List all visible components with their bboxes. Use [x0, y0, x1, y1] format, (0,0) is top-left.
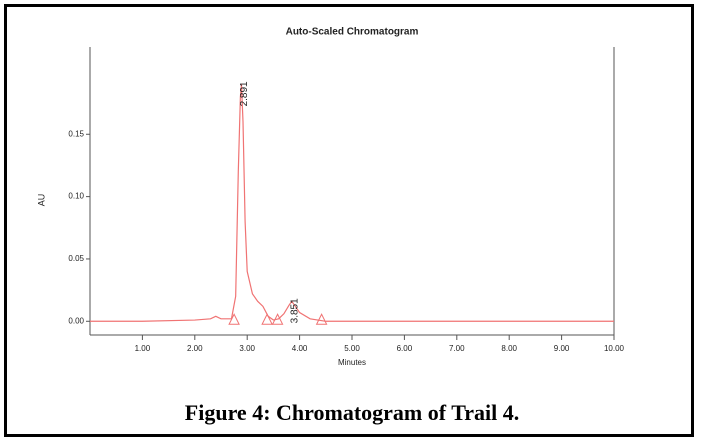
y-tick-label: 0.15 — [68, 129, 84, 138]
frame — [4, 4, 694, 437]
x-tick-label: 6.00 — [397, 344, 413, 353]
chart-title: Auto-Scaled Chromatogram — [286, 27, 419, 38]
peak-label: 2.891 — [239, 81, 250, 106]
x-tick-label: 8.00 — [501, 344, 517, 353]
integration-mark — [315, 313, 328, 325]
y-axis-label: AU — [36, 194, 46, 207]
x-axis-label: Minutes — [338, 358, 366, 367]
peak-label: 3.851 — [289, 298, 300, 323]
x-tick-label: 4.00 — [292, 344, 308, 353]
integration-mark — [261, 313, 273, 325]
y-tick-label: 0.00 — [68, 316, 84, 325]
integration-mark — [271, 313, 284, 325]
trace — [90, 84, 614, 322]
x-tick-label: 1.00 — [135, 344, 151, 353]
x-tick-label: 7.00 — [449, 344, 465, 353]
x-tick-label: 2.00 — [187, 344, 203, 353]
x-tick-label: 9.00 — [554, 344, 570, 353]
integration-mark — [228, 313, 240, 325]
x-tick-label: 10.00 — [604, 344, 625, 353]
y-tick-label: 0.10 — [68, 192, 84, 201]
x-tick-label: 5.00 — [344, 344, 360, 353]
x-tick-label: 3.00 — [239, 344, 255, 353]
y-tick-label: 0.05 — [68, 254, 84, 263]
caption: Figure 4: Chromatogram of Trail 4. — [185, 400, 519, 425]
